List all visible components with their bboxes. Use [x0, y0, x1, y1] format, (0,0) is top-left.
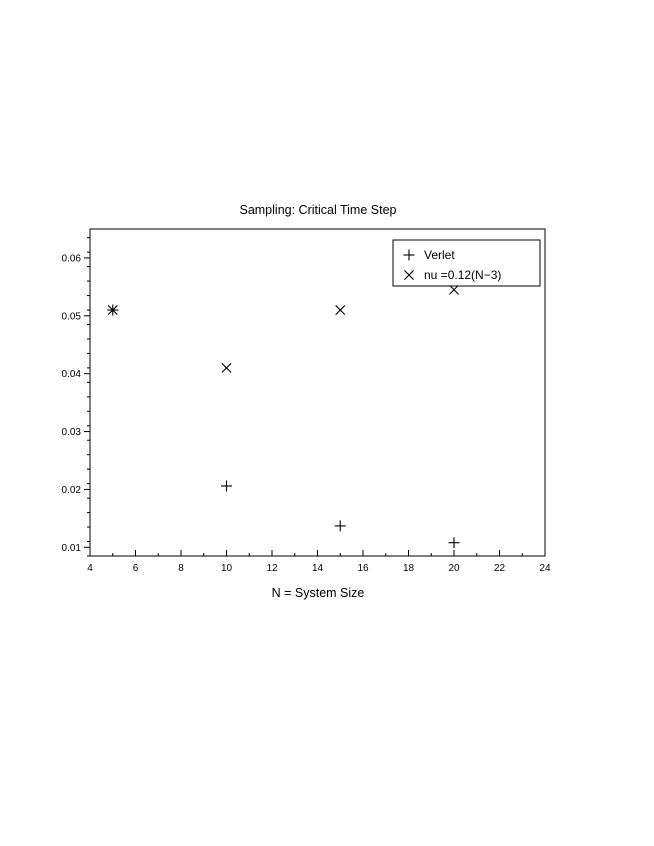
data-point-verlet	[334, 520, 346, 532]
x-tick-label: 4	[87, 563, 93, 574]
x-tick-label: 18	[403, 563, 415, 574]
x-tick-label: 22	[494, 563, 506, 574]
plot-points	[107, 284, 460, 549]
data-point-verlet	[221, 480, 232, 492]
x-axis: 4 6 8 10 12 14 16 18 20 22 24	[87, 550, 551, 574]
data-point-nu	[107, 305, 118, 316]
x-tick-label: 12	[266, 563, 278, 574]
x-tick-label: 20	[448, 563, 460, 574]
data-point-nu	[449, 284, 459, 295]
y-tick-label: 0.01	[62, 543, 82, 554]
x-tick-label: 8	[178, 563, 184, 574]
legend-marker-plus-icon	[403, 249, 415, 261]
data-point-nu	[221, 362, 232, 373]
y-tick-label: 0.04	[62, 369, 82, 380]
x-tick-label: 6	[133, 563, 139, 574]
y-axis: 0.01 0.02 0.03 0.04 0.05 0.06	[62, 237, 90, 557]
legend-box	[392, 239, 541, 287]
y-tick-label: 0.02	[62, 485, 82, 496]
x-tick-label: 16	[357, 563, 369, 574]
y-tick-label: 0.06	[62, 253, 82, 264]
y-tick-label: 0.05	[62, 311, 82, 322]
data-point-nu	[335, 305, 346, 316]
x-tick-label: 10	[221, 563, 233, 574]
x-tick-label: 14	[312, 563, 324, 574]
legend: Verlet nu =0.12(N−3)	[392, 239, 541, 287]
y-tick-label: 0.03	[62, 427, 82, 438]
data-point-verlet	[448, 537, 460, 549]
x-axis-label: N = System Size	[272, 586, 365, 600]
chart-title: Sampling: Critical Time Step	[239, 203, 396, 217]
legend-marker-cross-icon	[404, 270, 414, 280]
x-tick-label: 24	[539, 563, 551, 574]
legend-label: Verlet	[424, 248, 455, 262]
legend-label: nu =0.12(N−3)	[424, 268, 501, 282]
